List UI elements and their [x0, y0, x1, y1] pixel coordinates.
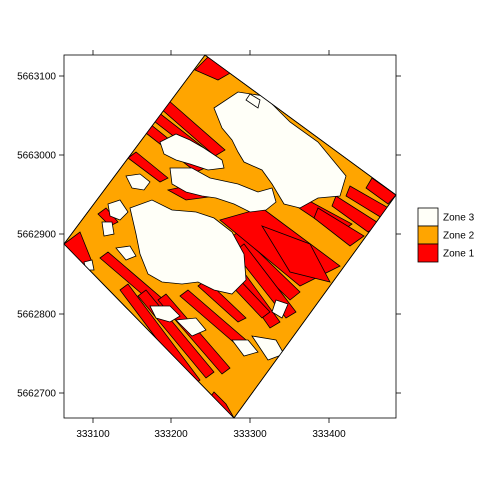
legend-swatch: [417, 225, 439, 245]
x-axis: 333100 333200 333300 333400: [76, 50, 346, 440]
x-tick-label: 333300: [233, 429, 267, 440]
x-tick-label: 333100: [76, 429, 110, 440]
y-tick-label: 5663000: [17, 151, 56, 162]
legend-swatch: [417, 243, 439, 263]
zone-layers: [64, 55, 396, 418]
legend-swatch: [417, 207, 439, 227]
legend-label: Zone 2: [443, 231, 475, 242]
legend: Zone 3 Zone 2 Zone 1: [417, 207, 475, 263]
x-tick-label: 333400: [312, 429, 346, 440]
legend-label: Zone 3: [443, 213, 475, 224]
y-tick-label: 5662800: [17, 310, 56, 321]
plot-frame: [63, 54, 397, 419]
y-tick-label: 5662900: [17, 230, 56, 241]
y-tick-label: 5663100: [17, 72, 56, 83]
x-tick-label: 333200: [154, 429, 188, 440]
zone-3-areas: [83, 91, 347, 361]
y-tick-label: 5662700: [17, 389, 56, 400]
y-axis: 5662700 5662800 5662900 5663000 5663100: [17, 72, 401, 400]
legend-label: Zone 1: [443, 249, 475, 260]
